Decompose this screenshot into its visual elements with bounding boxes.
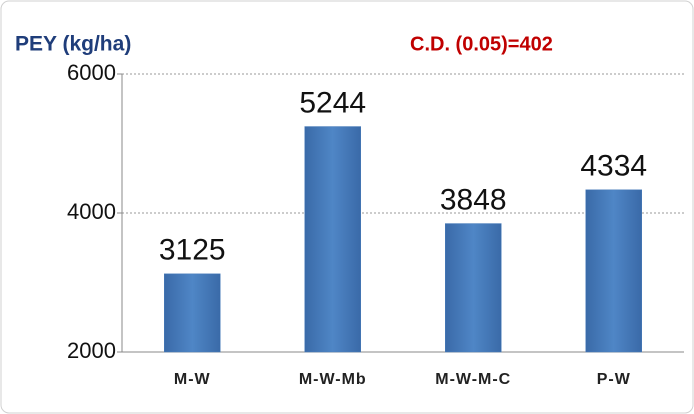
x-tick-label: M-W-M-C (435, 371, 511, 388)
bar (164, 273, 221, 353)
y-tick-label: 6000 (67, 60, 116, 85)
bar (445, 223, 502, 353)
x-tick-label: P-W (597, 371, 631, 388)
annotation: C.D. (0.05)=402 (410, 33, 553, 55)
bar (304, 126, 361, 353)
x-tick-label: M-W-Mb (299, 371, 367, 388)
data-label: 3125 (159, 234, 226, 267)
data-label: 5244 (299, 86, 366, 119)
x-tick-label: M-W (174, 371, 211, 388)
data-label: 4334 (580, 150, 647, 183)
data-label: 3848 (440, 183, 507, 216)
bar (585, 189, 642, 353)
chart-title: PEY (kg/ha) (15, 33, 131, 56)
y-tick-label: 2000 (67, 338, 116, 363)
y-tick-label: 4000 (67, 199, 116, 224)
